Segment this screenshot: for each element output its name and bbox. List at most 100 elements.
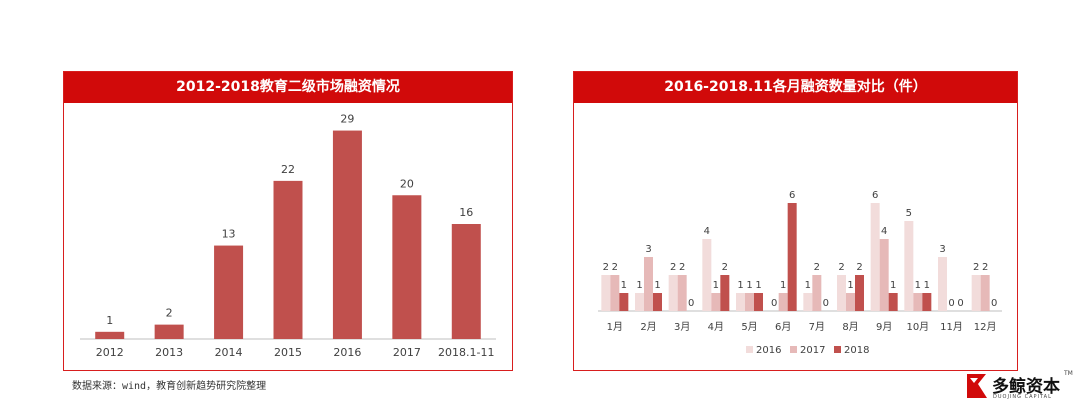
bar-2017-5月 xyxy=(745,293,754,311)
data-label-2017: 20 xyxy=(400,177,414,190)
monthly-financing-panel: 2016-2018.11各月融资数量对比（件） 2 2 1 1月 1 3 1 2月 2 2 0 3月 4… xyxy=(573,71,1018,371)
legend-label-2017: 2017 xyxy=(800,345,825,356)
bar-2016-10月 xyxy=(904,221,914,311)
tick-label-2014: 2014 xyxy=(215,346,243,359)
duojing-logo: 多鲸资本 DUOJING CAPITAL TM xyxy=(964,368,1074,404)
bar-2018-1月 xyxy=(619,293,629,311)
data-label-2018-6月: 6 xyxy=(789,190,795,201)
annual-financing-panel: 2012-2018教育二级市场融资情况 1 2012 2 2013 13 2014 22 20… xyxy=(63,71,513,371)
data-label-2018-11月: 0 xyxy=(957,298,963,309)
bar-2017-4月 xyxy=(711,293,721,311)
bar-2018-4月 xyxy=(720,275,730,311)
bar-2018-5月 xyxy=(754,293,763,311)
tick-label-2012: 2012 xyxy=(96,346,124,359)
data-label-2017-4月: 1 xyxy=(713,280,719,291)
bar-2016-11月 xyxy=(938,257,947,311)
data-label-2016-9月: 6 xyxy=(872,190,878,201)
data-label-2018-7月: 0 xyxy=(823,298,829,309)
data-label-2016-2月: 1 xyxy=(636,280,642,291)
data-label-2016: 29 xyxy=(340,113,354,126)
data-label-2018-5月: 1 xyxy=(755,280,761,291)
bar-2017-12月 xyxy=(980,275,990,311)
bar-2018-8月 xyxy=(855,275,864,311)
data-label-2017-12月: 2 xyxy=(982,262,988,273)
data-label-2017-8月: 1 xyxy=(847,280,853,291)
tick-label-11月: 11月 xyxy=(940,321,963,333)
tick-label-2013: 2013 xyxy=(155,346,183,359)
bar-2017-3月 xyxy=(677,275,687,311)
data-label-2017-9月: 4 xyxy=(881,226,887,237)
tick-label-9月: 9月 xyxy=(876,321,892,333)
data-label-2016-6月: 0 xyxy=(771,298,777,309)
data-label-2018-1月: 1 xyxy=(621,280,627,291)
logo-subtitle: DUOJING CAPITAL xyxy=(993,394,1052,400)
logo-trademark: TM xyxy=(1064,370,1073,377)
data-label-2012: 1 xyxy=(106,314,113,327)
data-label-2017-7月: 2 xyxy=(814,262,820,273)
bar-2018-9月 xyxy=(888,293,898,311)
tick-label-7月: 7月 xyxy=(809,321,825,333)
annual-chart-title: 2012-2018教育二级市场融资情况 xyxy=(64,72,512,103)
legend-swatch-2018 xyxy=(834,346,841,353)
data-label-2013: 2 xyxy=(166,307,173,320)
tick-label-8月: 8月 xyxy=(842,321,858,333)
data-label-2018-9月: 1 xyxy=(890,280,896,291)
bar-2016-2月 xyxy=(635,293,644,311)
bar-2017-9月 xyxy=(879,239,889,311)
tick-label-4月: 4月 xyxy=(708,321,724,333)
data-label-2018-8月: 2 xyxy=(856,262,862,273)
bar-2017-6月 xyxy=(778,293,788,311)
data-label-2018-2月: 1 xyxy=(654,280,660,291)
bar-2018-2月 xyxy=(653,293,662,311)
data-label-2017-5月: 1 xyxy=(746,280,752,291)
annual-financing-chart: 1 2012 2 2013 13 2014 22 2015 29 2016 20 2017 16 2018… xyxy=(80,113,496,359)
logo-wordmark: 多鲸资本 xyxy=(992,377,1060,397)
data-label-2017-6月: 1 xyxy=(780,280,786,291)
bar-2013 xyxy=(154,324,184,339)
tick-label-3月: 3月 xyxy=(674,321,690,333)
data-label-2018-12月: 0 xyxy=(991,298,997,309)
tick-label-2016: 2016 xyxy=(333,346,361,359)
legend-label-2016: 2016 xyxy=(756,345,781,356)
tick-label-2017: 2017 xyxy=(393,346,421,359)
bar-2016-5月 xyxy=(736,293,745,311)
bar-2016-7月 xyxy=(803,293,813,311)
bar-2016 xyxy=(332,130,362,339)
bar-2016-8月 xyxy=(837,275,846,311)
data-label-2016-12月: 2 xyxy=(973,262,979,273)
bar-2017-1月 xyxy=(610,275,620,311)
tick-label-2015: 2015 xyxy=(274,346,302,359)
tick-label-5月: 5月 xyxy=(741,321,757,333)
legend-swatch-2016 xyxy=(746,346,753,353)
whale-logo-icon xyxy=(967,374,987,398)
bar-2015 xyxy=(273,180,303,339)
data-label-2016-10月: 5 xyxy=(906,208,912,219)
tick-label-2018.1-11: 2018.1-11 xyxy=(438,346,494,359)
data-label-2017-1月: 2 xyxy=(612,262,618,273)
bar-2018-6月 xyxy=(787,203,797,311)
monthly-chart-title: 2016-2018.11各月融资数量对比（件） xyxy=(574,72,1017,103)
data-label-2018-3月: 0 xyxy=(688,298,694,309)
data-label-2016-5月: 1 xyxy=(737,280,743,291)
tick-label-2月: 2月 xyxy=(640,321,656,333)
data-label-2016-8月: 2 xyxy=(838,262,844,273)
bar-2017-2月 xyxy=(644,257,653,311)
data-label-2018-10月: 1 xyxy=(924,280,930,291)
data-label-2017-11月: 0 xyxy=(948,298,954,309)
data-source-note: 数据来源：wind，教育创新趋势研究院整理 xyxy=(72,381,267,392)
tick-label-10月: 10月 xyxy=(906,321,929,333)
bar-2017-10月 xyxy=(913,293,923,311)
data-label-2014: 13 xyxy=(222,228,236,241)
data-label-2015: 22 xyxy=(281,163,295,176)
data-label-2018-4月: 2 xyxy=(722,262,728,273)
bar-2016-9月 xyxy=(870,203,880,311)
data-label-2017-3月: 2 xyxy=(679,262,685,273)
data-label-2016-11月: 3 xyxy=(939,244,945,255)
legend-swatch-2017 xyxy=(790,346,797,353)
bar-2016-1月 xyxy=(601,275,611,311)
bar-2016-12月 xyxy=(971,275,981,311)
bar-2016-3月 xyxy=(668,275,678,311)
bar-2017-8月 xyxy=(846,293,855,311)
tick-label-1月: 1月 xyxy=(607,321,623,333)
